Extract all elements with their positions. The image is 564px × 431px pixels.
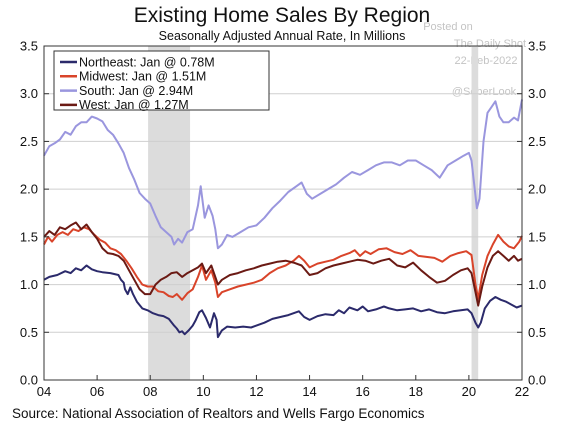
y-tick-label-right-7: 3.5 xyxy=(528,39,546,54)
series-line-3 xyxy=(43,221,523,307)
y-tick-label-left-0: 0.0 xyxy=(20,373,38,388)
y-tick-label-right-2: 1.0 xyxy=(528,277,546,292)
series-line-2 xyxy=(43,99,523,250)
y-tick-label-left-5: 2.5 xyxy=(20,134,38,149)
x-tick-label-9: 22 xyxy=(515,384,529,399)
y-tick-label-left-4: 2.0 xyxy=(20,182,38,197)
watermark-line-3: 22-Feb-2022 xyxy=(455,55,518,67)
x-tick-label-6: 16 xyxy=(355,384,369,399)
x-tick-label-3: 10 xyxy=(196,384,210,399)
y-tick-label-left-6: 3.0 xyxy=(20,86,38,101)
x-tick-label-7: 18 xyxy=(409,384,423,399)
legend-box xyxy=(53,50,270,111)
legend-label-3: West: Jan @ 1.27M xyxy=(79,98,189,112)
source-note: Source: National Association of Realtors… xyxy=(12,406,425,421)
y-tick-label-left-1: 0.5 xyxy=(20,325,38,340)
series-lines xyxy=(43,99,523,339)
y-tick-label-right-3: 1.5 xyxy=(528,229,546,244)
x-tick-label-8: 20 xyxy=(462,384,476,399)
watermark-line-1: Posted on xyxy=(423,21,473,33)
recession-band-1 xyxy=(471,46,479,380)
y-tick-label-right-6: 3.0 xyxy=(528,86,546,101)
x-tick-label-4: 12 xyxy=(249,384,263,399)
chart-subtitle: Seasonally Adjusted Annual Rate, In Mill… xyxy=(159,29,406,43)
chart-title: Existing Home Sales By Region xyxy=(134,4,430,27)
x-tick-label-0: 04 xyxy=(37,384,51,399)
watermark-line-2: The Daily Shot xyxy=(454,38,526,50)
y-tick-label-left-3: 1.5 xyxy=(20,229,38,244)
x-tick-label-1: 06 xyxy=(90,384,104,399)
x-tick-label-2: 08 xyxy=(143,384,157,399)
y-tick-label-left-2: 1.0 xyxy=(20,277,38,292)
legend-label-1: Midwest: Jan @ 1.51M xyxy=(79,70,206,84)
y-tick-label-left-7: 3.5 xyxy=(20,39,38,54)
series-line-0 xyxy=(43,264,523,339)
y-tick-label-right-5: 2.5 xyxy=(528,134,546,149)
y-tick-label-right-1: 0.5 xyxy=(528,325,546,340)
axes: 0.0 0.0 0.5 0.5 1.0 1.0 1.5 1.5 2.0 2.0 2.5 2.5 3.0 3… xyxy=(20,39,546,400)
y-tick-label-right-4: 2.0 xyxy=(528,182,546,197)
watermark-line-4: @SoberLook xyxy=(452,86,517,98)
legend-label-0: Northeast: Jan @ 0.78M xyxy=(79,55,215,69)
legend-label-2: South: Jan @ 2.94M xyxy=(79,84,193,98)
series-line-1 xyxy=(43,226,523,301)
x-tick-label-5: 14 xyxy=(302,384,316,399)
plot-frame xyxy=(43,45,523,381)
y-tick-label-right-0: 0.0 xyxy=(528,373,546,388)
